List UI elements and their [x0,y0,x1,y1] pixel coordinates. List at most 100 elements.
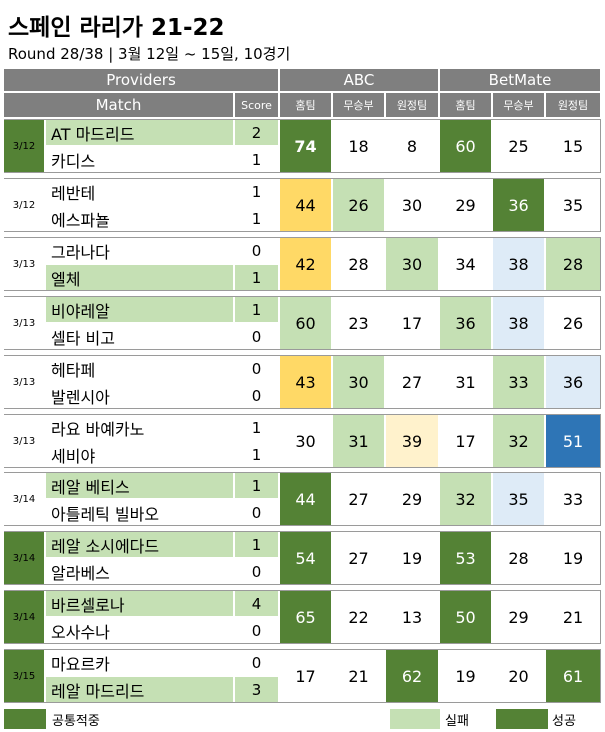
header-match: Match [4,93,233,117]
abc-home-prob: 74 [280,120,331,172]
header-abc: ABC [280,69,438,91]
abc-draw-prob: 26 [333,179,384,231]
betmate-draw-prob: 25 [493,120,544,172]
home-team: 그라나다 [46,238,233,263]
away-team: 세비야 [46,442,233,467]
betmate-draw-prob: 38 [493,238,544,290]
abc-draw-prob: 28 [333,238,384,290]
page-title: 스페인 라리가 21-22 [8,15,225,41]
legend-swatch [496,709,548,729]
betmate-away-prob: 28 [546,238,600,290]
legend-label: 성공 [552,713,576,729]
abc-draw-prob: 22 [333,591,384,643]
match-date: 3/14 [4,532,44,584]
header-betmate: BetMate [440,69,600,91]
home-score: 2 [235,120,278,145]
abc-home-prob: 44 [280,473,331,525]
betmate-home-prob: 19 [440,650,491,702]
betmate-home-prob: 50 [440,591,491,643]
home-team: 마요르카 [46,650,233,675]
betmate-draw-prob: 35 [493,473,544,525]
match-date: 3/13 [4,238,44,290]
away-team: 레알 마드리드 [46,677,233,702]
header-abc-away: 원정팀 [386,93,438,117]
abc-away-prob: 27 [386,356,438,408]
betmate-away-prob: 26 [546,297,600,349]
away-score: 0 [235,383,278,408]
abc-away-prob: 13 [386,591,438,643]
abc-away-prob: 8 [386,120,438,172]
match-date: 3/13 [4,297,44,349]
betmate-home-prob: 34 [440,238,491,290]
betmate-home-prob: 53 [440,532,491,584]
abc-draw-prob: 27 [333,532,384,584]
away-score: 0 [235,618,278,643]
away-score: 1 [235,147,278,172]
home-score: 0 [235,356,278,381]
match-date: 3/15 [4,650,44,702]
home-team: 레알 베티스 [46,473,233,498]
match-date: 3/12 [4,179,44,231]
betmate-draw-prob: 38 [493,297,544,349]
match-date: 3/12 [4,120,44,172]
abc-away-prob: 30 [386,238,438,290]
away-team: 셀타 비고 [46,324,233,349]
home-score: 1 [235,179,278,204]
betmate-draw-prob: 28 [493,532,544,584]
away-score: 1 [235,265,278,290]
betmate-away-prob: 19 [546,532,600,584]
away-team: 카디스 [46,147,233,172]
abc-away-prob: 17 [386,297,438,349]
abc-away-prob: 19 [386,532,438,584]
betmate-home-prob: 32 [440,473,491,525]
abc-home-prob: 54 [280,532,331,584]
header-abc-draw: 무승부 [333,93,384,117]
home-team: 레반테 [46,179,233,204]
betmate-draw-prob: 32 [493,415,544,467]
legend-label: 실패 [445,713,469,729]
betmate-draw-prob: 20 [493,650,544,702]
betmate-away-prob: 36 [546,356,600,408]
betmate-draw-prob: 29 [493,591,544,643]
abc-draw-prob: 23 [333,297,384,349]
match-date: 3/13 [4,356,44,408]
header-betmate-home: 홈팀 [440,93,491,117]
legend-swatch [4,709,46,729]
away-score: 1 [235,442,278,467]
home-score: 0 [235,650,278,675]
betmate-home-prob: 31 [440,356,491,408]
header-providers: Providers [4,69,278,91]
betmate-away-prob: 15 [546,120,600,172]
away-team: 에스파뇰 [46,206,233,231]
abc-home-prob: 43 [280,356,331,408]
abc-home-prob: 44 [280,179,331,231]
header-score: Score [235,93,278,117]
match-date: 3/13 [4,415,44,467]
abc-away-prob: 39 [386,415,438,467]
match-date: 3/14 [4,591,44,643]
abc-away-prob: 29 [386,473,438,525]
away-score: 0 [235,559,278,584]
abc-home-prob: 17 [280,650,331,702]
betmate-home-prob: 29 [440,179,491,231]
header-betmate-away: 원정팀 [546,93,600,117]
betmate-home-prob: 17 [440,415,491,467]
home-team: 바르셀로나 [46,591,233,616]
betmate-away-prob: 21 [546,591,600,643]
betmate-home-prob: 60 [440,120,491,172]
home-team: 헤타페 [46,356,233,381]
away-team: 알라베스 [46,559,233,584]
abc-home-prob: 65 [280,591,331,643]
abc-draw-prob: 31 [333,415,384,467]
header-abc-home: 홈팀 [280,93,331,117]
abc-draw-prob: 18 [333,120,384,172]
abc-draw-prob: 27 [333,473,384,525]
home-score: 4 [235,591,278,616]
abc-home-prob: 60 [280,297,331,349]
away-team: 엘체 [46,265,233,290]
betmate-away-prob: 61 [546,650,600,702]
betmate-home-prob: 36 [440,297,491,349]
abc-away-prob: 62 [386,650,438,702]
betmate-draw-prob: 33 [493,356,544,408]
